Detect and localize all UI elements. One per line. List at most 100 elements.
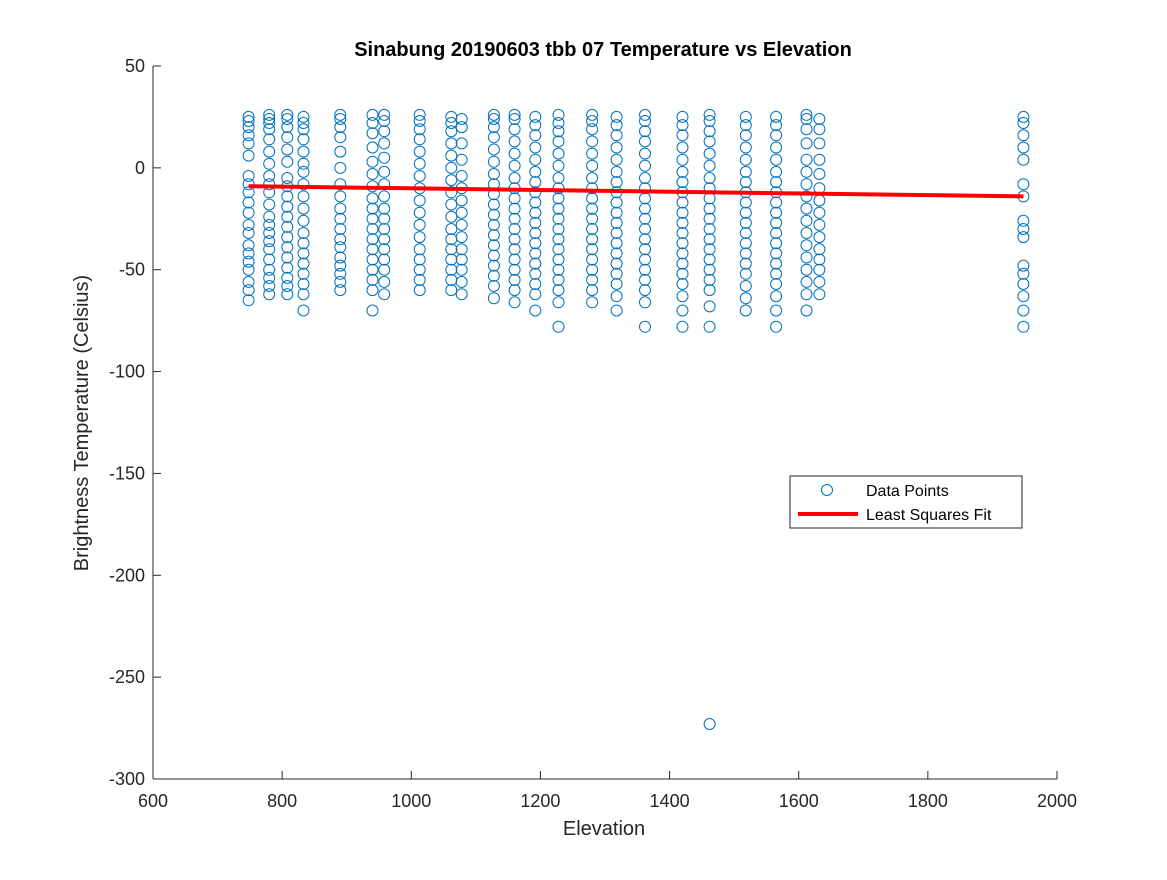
- data-point: [263, 123, 276, 136]
- data-point: [413, 206, 426, 219]
- data-point: [508, 212, 521, 225]
- data-point: [281, 121, 294, 134]
- data-point: [703, 172, 716, 184]
- data-point: [739, 176, 752, 189]
- data-point: [366, 192, 379, 205]
- data-point: [445, 137, 458, 150]
- data-point: [366, 253, 379, 266]
- axes: 600 800 1000 1200 1400 1600 1800 2000 -300 -250 -2…: [109, 56, 1077, 811]
- data-point: [676, 278, 689, 290]
- data-point: [739, 292, 752, 305]
- data-point: [813, 123, 826, 136]
- data-point: [281, 155, 294, 168]
- x-axis-title: Elevation: [563, 818, 645, 840]
- data-point: [639, 233, 651, 246]
- data-point: [739, 110, 752, 123]
- data-point: [487, 239, 500, 252]
- legend-label-data-points: Data Points: [866, 483, 949, 500]
- data-point: [800, 165, 813, 178]
- data-point: [366, 212, 379, 225]
- y-tick-label: -200: [109, 565, 145, 585]
- data-point: [610, 257, 623, 270]
- data-point: [800, 275, 813, 288]
- data-point: [445, 161, 458, 174]
- data-point: [552, 223, 565, 235]
- data-point: [739, 237, 752, 250]
- data-point: [586, 115, 599, 127]
- data-point: [800, 263, 813, 276]
- data-point: [610, 141, 623, 154]
- data-point: [552, 263, 565, 276]
- data-point: [1017, 153, 1030, 166]
- data-point: [281, 190, 294, 203]
- data-point: [263, 117, 276, 129]
- data-point: [445, 125, 458, 138]
- data-point: [639, 159, 651, 172]
- data-point: [770, 110, 783, 123]
- data-point: [586, 202, 599, 215]
- data-point: [413, 284, 426, 297]
- data-point: [639, 125, 651, 138]
- data-point: [529, 165, 542, 178]
- y-tick-label: -300: [109, 769, 145, 789]
- data-point: [445, 210, 458, 223]
- data-point: [445, 223, 458, 235]
- data-point: [770, 119, 783, 132]
- data-point: [445, 273, 458, 286]
- data-point: [800, 288, 813, 301]
- data-point: [739, 119, 752, 132]
- data-point: [610, 227, 623, 239]
- data-point: [676, 129, 689, 142]
- data-point: [703, 233, 716, 246]
- data-point: [676, 267, 689, 280]
- data-point: [1017, 223, 1030, 235]
- data-point: [242, 284, 255, 297]
- data-point: [487, 269, 500, 282]
- data-point: [487, 198, 500, 211]
- data-point: [1017, 141, 1030, 154]
- data-point: [813, 263, 826, 276]
- data-point: [703, 284, 716, 297]
- data-point: [366, 223, 379, 235]
- data-point: [366, 284, 379, 297]
- data-point: [413, 145, 426, 158]
- data-point: [639, 253, 651, 266]
- data-point: [703, 115, 716, 127]
- data-point: [508, 172, 521, 184]
- data-point: [529, 278, 542, 290]
- data-point: [487, 208, 500, 221]
- data-point: [639, 135, 651, 148]
- data-point: [800, 108, 813, 121]
- data-point: [263, 210, 276, 223]
- data-point: [676, 206, 689, 219]
- data-point: [703, 202, 716, 215]
- data-point: [413, 123, 426, 136]
- data-point: [297, 247, 310, 260]
- legend-marker-data-points: [821, 484, 833, 496]
- data-point: [508, 296, 521, 309]
- data-point: [487, 155, 500, 168]
- legend-label-least-squares: Least Squares Fit: [866, 507, 992, 524]
- data-point: [676, 141, 689, 154]
- data-point: [366, 304, 379, 317]
- data-point: [413, 243, 426, 256]
- least-squares-fit-line: [248, 184, 1024, 199]
- data-point: [487, 292, 500, 305]
- data-point: [676, 165, 689, 178]
- data-point: [586, 263, 599, 276]
- data-point: [487, 113, 500, 125]
- data-point: [445, 233, 458, 246]
- data-point: [366, 141, 379, 154]
- data-point: [586, 182, 599, 195]
- data-point: [813, 231, 826, 244]
- data-point: [508, 243, 521, 256]
- data-point: [639, 320, 651, 333]
- data-point: [281, 251, 294, 264]
- data-point: [739, 129, 752, 142]
- data-point: [508, 202, 521, 215]
- data-point: [770, 141, 783, 154]
- data-point: [703, 108, 716, 121]
- data-point: [639, 172, 651, 184]
- data-point: [813, 206, 826, 219]
